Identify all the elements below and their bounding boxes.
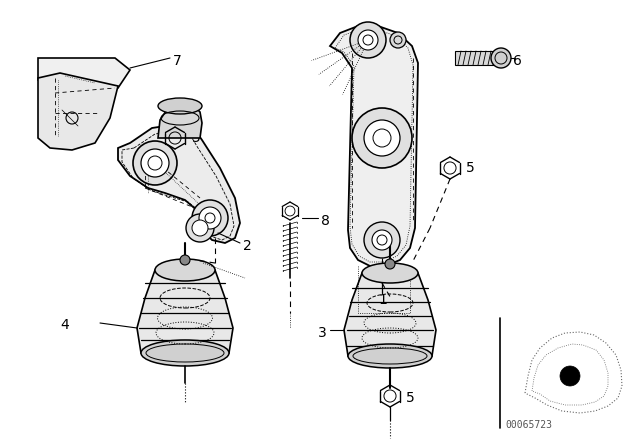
Ellipse shape — [141, 340, 229, 366]
Text: 6: 6 — [513, 54, 522, 68]
Text: 4: 4 — [60, 318, 68, 332]
Circle shape — [199, 207, 221, 229]
Polygon shape — [344, 273, 436, 356]
Ellipse shape — [158, 98, 202, 114]
Polygon shape — [137, 270, 233, 353]
Polygon shape — [38, 73, 118, 150]
Polygon shape — [158, 103, 202, 138]
Circle shape — [390, 32, 406, 48]
Circle shape — [350, 22, 386, 58]
Circle shape — [133, 141, 177, 185]
Polygon shape — [330, 26, 418, 266]
Text: 5: 5 — [192, 131, 201, 145]
Circle shape — [491, 48, 511, 68]
Circle shape — [358, 30, 378, 50]
Circle shape — [192, 220, 208, 236]
Text: 1: 1 — [378, 293, 387, 307]
Text: 2: 2 — [243, 239, 252, 253]
Circle shape — [372, 230, 392, 250]
Ellipse shape — [155, 259, 215, 281]
Circle shape — [180, 255, 190, 265]
Circle shape — [352, 108, 412, 168]
Circle shape — [385, 259, 395, 269]
Circle shape — [186, 214, 214, 242]
Circle shape — [192, 200, 228, 236]
Text: 00065723: 00065723 — [505, 420, 552, 430]
Polygon shape — [38, 58, 130, 93]
Text: 7: 7 — [173, 54, 182, 68]
Text: 5: 5 — [406, 391, 415, 405]
Circle shape — [364, 222, 400, 258]
Text: 5: 5 — [466, 161, 475, 175]
Circle shape — [560, 366, 580, 386]
Text: 3: 3 — [318, 326, 327, 340]
Text: 8: 8 — [321, 214, 330, 228]
Polygon shape — [455, 51, 497, 65]
Ellipse shape — [362, 263, 418, 283]
Polygon shape — [118, 123, 240, 243]
Circle shape — [141, 149, 169, 177]
Circle shape — [364, 120, 400, 156]
Ellipse shape — [348, 344, 432, 368]
